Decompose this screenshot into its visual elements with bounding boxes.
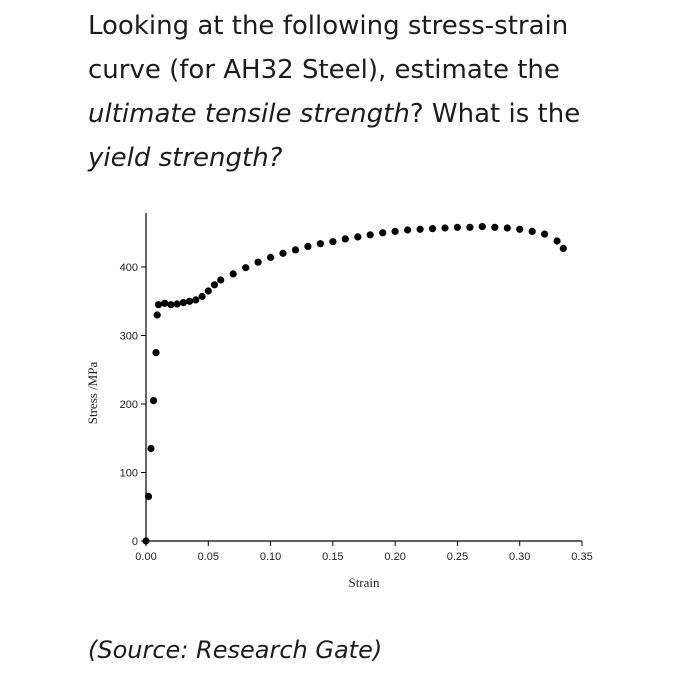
- question-term-uts: ultimate tensile strength: [88, 99, 410, 129]
- data-point: [379, 229, 387, 237]
- data-point: [217, 276, 225, 284]
- question-text: Looking at the following stress-strain c…: [88, 4, 648, 180]
- data-point: [210, 281, 219, 289]
- data-point: [316, 240, 324, 248]
- data-point: [453, 223, 461, 231]
- data-points: [142, 223, 567, 545]
- y-tick-label: 100: [120, 468, 138, 480]
- data-point: [279, 249, 287, 257]
- question-part-1: Looking at the following stress-strain c…: [88, 11, 569, 85]
- data-point: [466, 223, 474, 231]
- data-point: [144, 492, 153, 501]
- data-point: [204, 287, 212, 295]
- data-point: [559, 244, 567, 253]
- data-point: [516, 225, 524, 233]
- y-tick-label: 400: [120, 262, 138, 274]
- data-point: [304, 242, 312, 250]
- data-point: [147, 444, 155, 453]
- x-axis-title: Strain: [348, 575, 380, 590]
- x-tick-label: 0.30: [509, 551, 530, 563]
- data-point: [329, 238, 337, 246]
- data-point: [291, 246, 300, 254]
- question-part-3: ? What is the: [409, 99, 581, 129]
- data-point: [167, 301, 175, 309]
- data-point: [254, 258, 262, 266]
- data-point: [198, 292, 206, 301]
- source-caption: (Source: Research Gate): [88, 636, 383, 664]
- data-point: [341, 235, 349, 243]
- y-tick-label: 0: [132, 536, 138, 548]
- data-point: [229, 270, 237, 278]
- data-point: [142, 537, 150, 545]
- y-tick-label: 200: [120, 399, 138, 411]
- data-point: [267, 253, 275, 261]
- data-point: [441, 224, 449, 232]
- question-term-yield: yield strength?: [88, 143, 283, 173]
- data-point: [391, 227, 399, 235]
- data-point: [149, 397, 158, 405]
- data-point: [186, 297, 194, 305]
- y-axis-title: Stress /MPa: [85, 362, 100, 425]
- data-point: [354, 233, 362, 241]
- data-point: [179, 299, 187, 307]
- data-point: [404, 226, 412, 234]
- data-point: [152, 349, 160, 357]
- data-point: [503, 224, 511, 232]
- x-tick-label: 0.20: [384, 551, 405, 563]
- data-point: [153, 311, 161, 319]
- data-point: [366, 231, 374, 239]
- x-tick-label: 0.00: [135, 551, 156, 563]
- y-tick-label: 300: [120, 331, 138, 343]
- x-tick-label: 0.10: [260, 551, 281, 563]
- data-point: [553, 237, 561, 245]
- data-point: [416, 225, 424, 233]
- data-point: [491, 223, 499, 231]
- data-point: [528, 227, 536, 235]
- data-point: [192, 296, 200, 304]
- x-tick-label: 0.15: [322, 551, 343, 563]
- x-tick-label: 0.35: [571, 551, 592, 563]
- data-point: [428, 225, 437, 233]
- x-tick-label: 0.25: [447, 551, 468, 563]
- axes: [145, 213, 582, 542]
- data-point: [161, 299, 169, 307]
- x-tick-label: 0.05: [198, 551, 219, 563]
- data-point: [478, 223, 486, 231]
- y-ticks: 0 100 200 300 400: [120, 262, 146, 548]
- x-ticks: 0.00 0.05 0.10 0.15 0.20 0.25 0.30 0.35: [135, 541, 593, 563]
- data-point: [173, 300, 181, 308]
- data-point: [242, 264, 250, 272]
- data-point: [541, 230, 549, 238]
- data-point: [154, 301, 163, 309]
